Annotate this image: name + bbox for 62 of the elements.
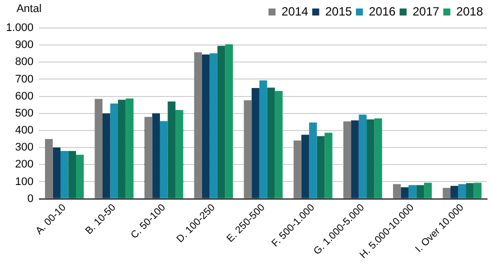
y-tick-label: 400	[15, 124, 34, 137]
y-tick-label: 300	[15, 142, 34, 154]
bar	[225, 44, 233, 198]
bar	[244, 100, 252, 198]
bar	[217, 46, 226, 198]
y-tick-label: 600	[15, 90, 34, 102]
bar	[152, 113, 160, 198]
bar	[274, 91, 283, 198]
bar	[259, 80, 268, 198]
y-tick-label: 700	[15, 73, 34, 86]
bar	[126, 98, 134, 198]
bar	[309, 122, 317, 198]
bar	[267, 88, 275, 198]
bar	[94, 98, 102, 198]
bar	[118, 100, 126, 198]
y-tick-label: 500	[15, 107, 34, 120]
legend-label: 2017	[412, 4, 440, 18]
legend-label: 2015	[325, 4, 352, 18]
bar	[416, 185, 424, 198]
bar	[366, 119, 374, 198]
bar	[442, 188, 451, 198]
y-tick-label: 1.000	[6, 22, 34, 34]
bar	[194, 52, 202, 198]
bar	[358, 114, 367, 198]
bar	[168, 101, 176, 198]
bar	[324, 132, 332, 198]
bar	[316, 136, 325, 198]
y-tick-label: 900	[15, 39, 34, 52]
bar	[202, 54, 210, 198]
bar	[374, 118, 382, 198]
bar	[175, 110, 184, 198]
bar	[68, 150, 76, 198]
y-tick-label: 0	[27, 192, 34, 205]
y-axis-title: Antal	[16, 3, 42, 16]
bar	[343, 121, 352, 198]
bar	[52, 148, 61, 198]
y-tick-label: 200	[15, 158, 34, 171]
legend-label: 2018	[456, 4, 484, 18]
bar	[424, 182, 432, 198]
bar	[210, 53, 218, 198]
bar	[60, 150, 68, 198]
bar	[408, 185, 416, 198]
bar	[458, 184, 466, 198]
bar	[351, 120, 359, 198]
y-tick-label: 100	[15, 176, 34, 188]
legend-label: 2016	[368, 4, 396, 18]
bar	[450, 186, 458, 198]
bar	[144, 116, 152, 198]
bar	[102, 113, 110, 198]
bar	[400, 187, 409, 198]
bar	[44, 139, 53, 198]
bar	[252, 88, 260, 198]
legend-label: 2014	[282, 4, 309, 18]
bar	[301, 134, 310, 198]
bar	[160, 121, 168, 198]
y-tick-label: 800	[15, 56, 34, 68]
bar	[110, 103, 118, 198]
bar	[474, 182, 482, 198]
bar	[76, 154, 84, 198]
bar	[393, 184, 401, 198]
bar	[466, 183, 474, 198]
bar	[294, 140, 302, 198]
